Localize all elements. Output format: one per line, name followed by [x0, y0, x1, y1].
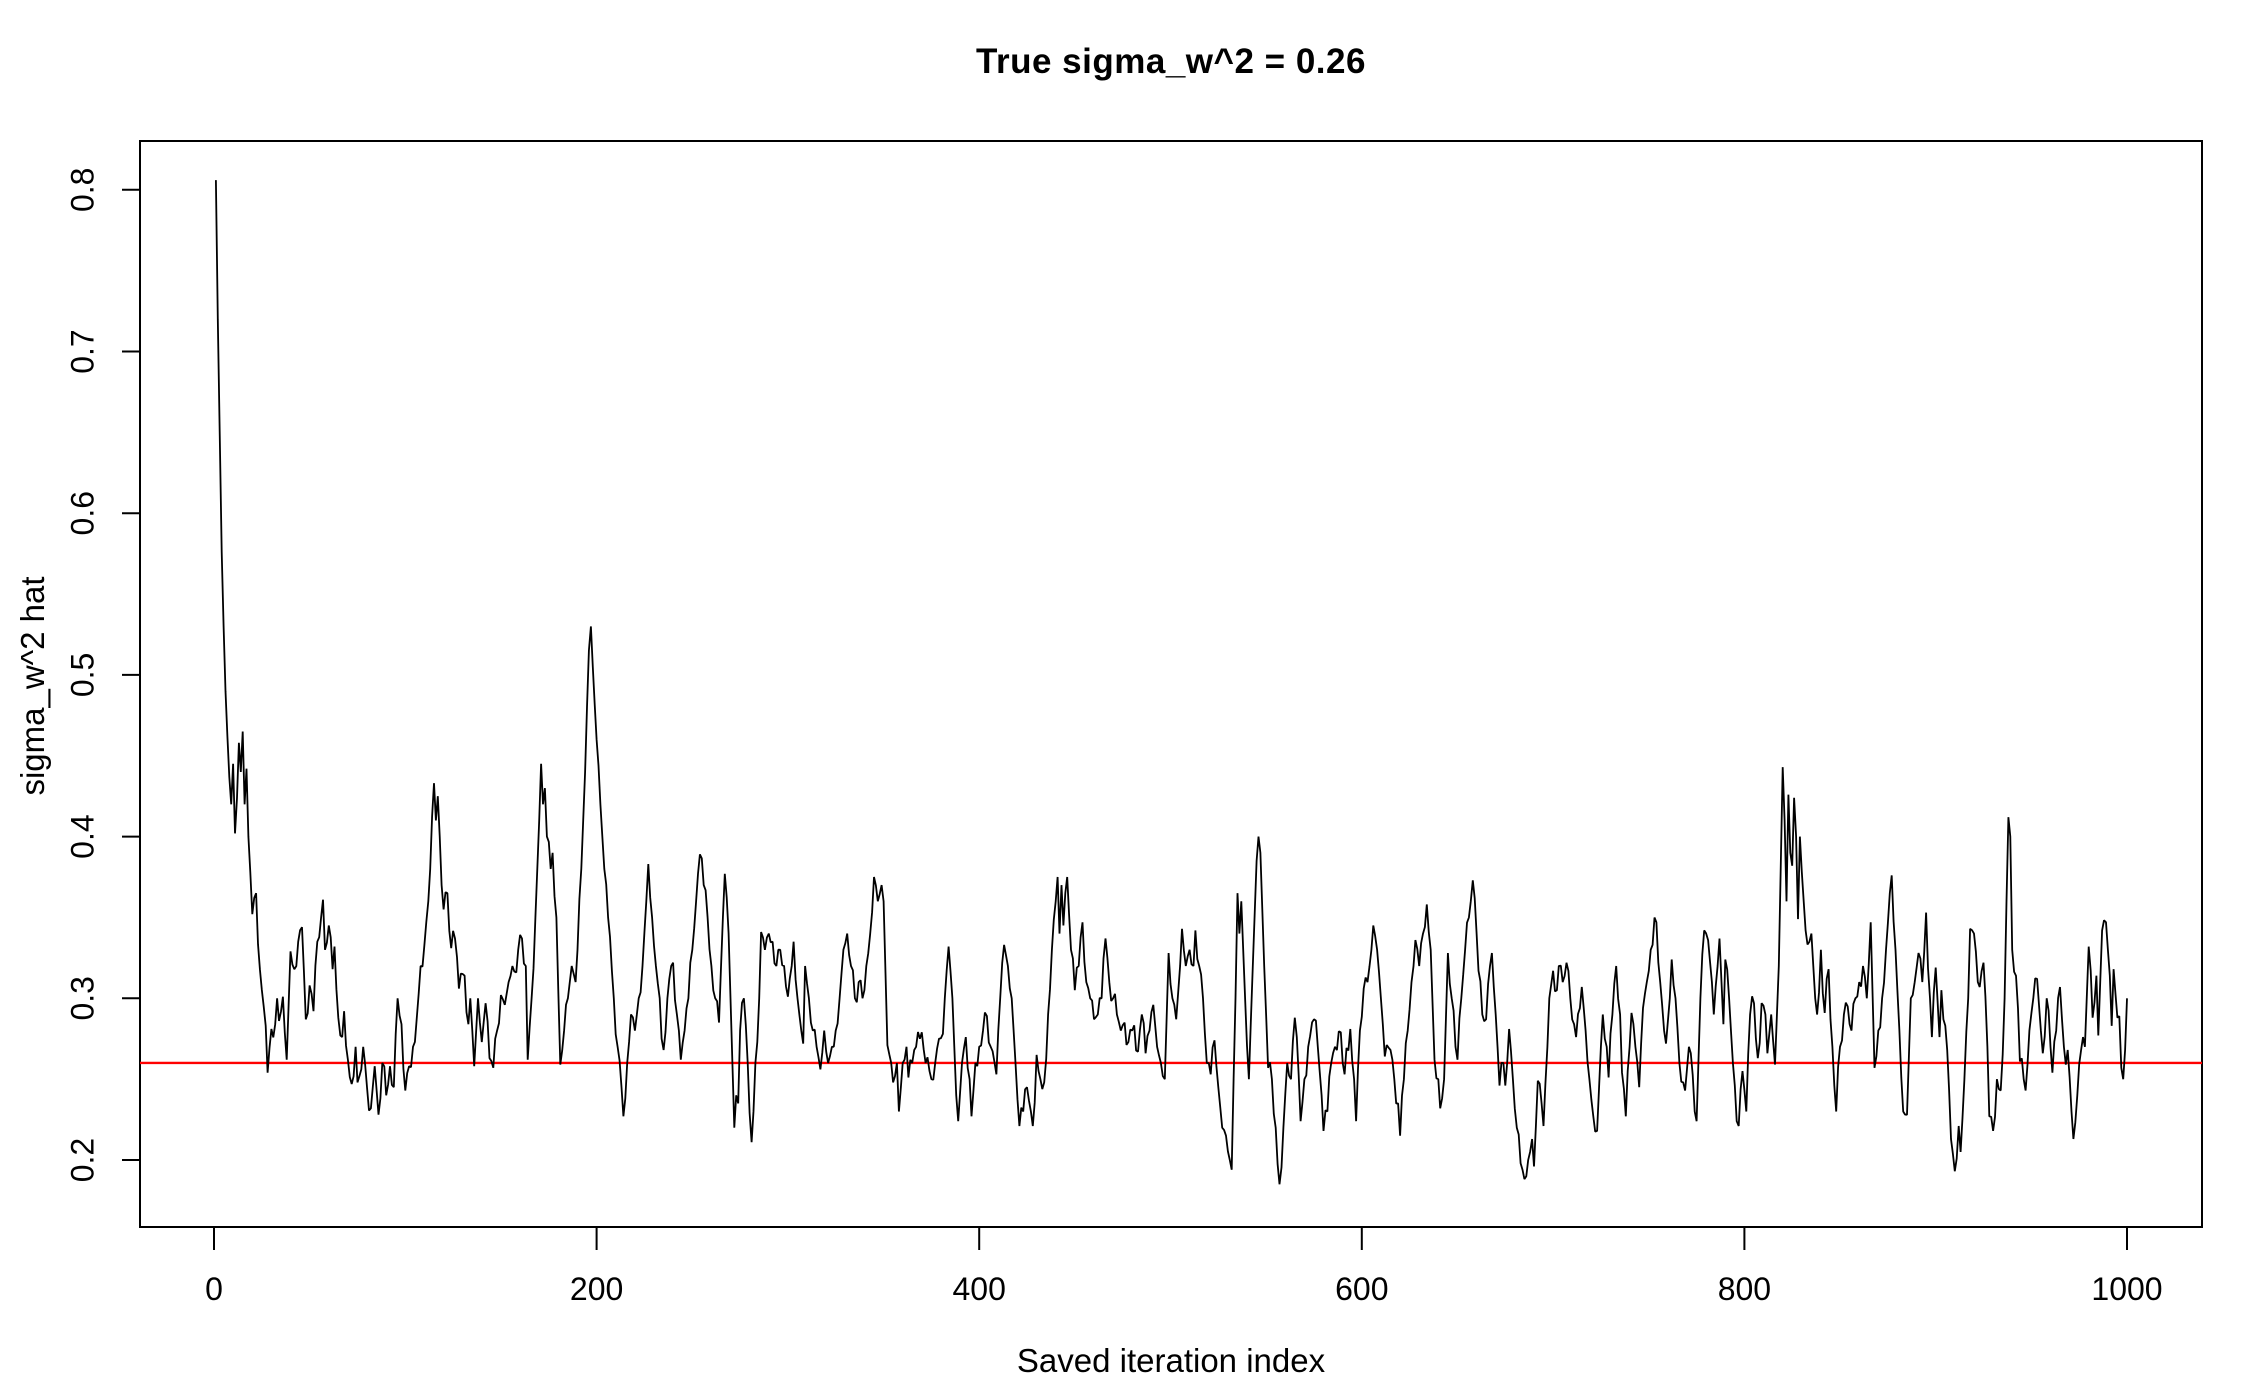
y-tick-label: 0.3 — [64, 976, 100, 1020]
chart-title: True sigma_w^2 = 0.26 — [976, 42, 1366, 81]
x-tick-label: 0 — [205, 1271, 223, 1307]
x-tick-label: 200 — [570, 1271, 623, 1307]
x-tick-label: 800 — [1718, 1271, 1771, 1307]
y-tick-label: 0.7 — [64, 329, 100, 373]
y-tick-label: 0.2 — [64, 1138, 100, 1182]
x-axis-label: Saved iteration index — [1016, 1342, 1326, 1379]
x-tick-label: 600 — [1335, 1271, 1388, 1307]
y-tick-label: 0.5 — [64, 653, 100, 697]
y-tick-label: 0.8 — [64, 168, 100, 212]
trace-line — [215, 180, 2128, 1185]
x-tick-label: 400 — [953, 1271, 1006, 1307]
y-tick-label: 0.6 — [64, 491, 100, 535]
x-tick-label: 1000 — [2091, 1271, 2162, 1307]
plot-border — [139, 140, 2203, 1228]
y-tick-label: 0.4 — [64, 814, 100, 858]
